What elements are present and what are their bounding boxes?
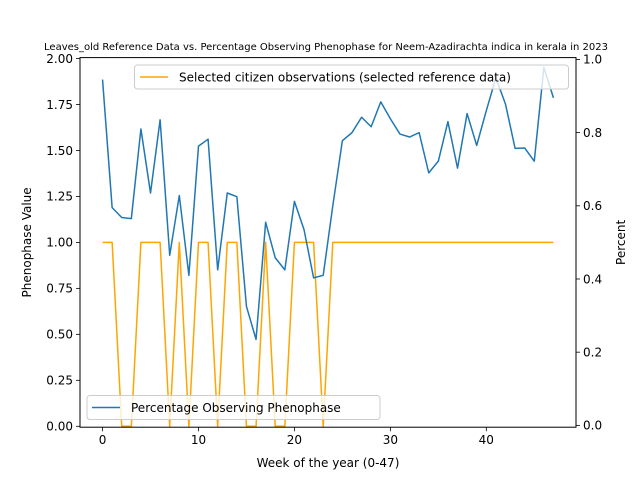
y-left-tick-label: 0.25 bbox=[46, 374, 73, 388]
x-axis-label: Week of the year (0-47) bbox=[257, 456, 400, 470]
series-line-1 bbox=[101, 66, 555, 341]
x-tick-label: 10 bbox=[191, 433, 206, 447]
x-tick-label: 0 bbox=[99, 433, 107, 447]
legend-orange-label: Selected citizen observations (selected … bbox=[179, 71, 511, 85]
x-axis-ticks: 0 10 20 30 40 bbox=[99, 427, 494, 447]
legend-blue-label: Percentage Observing Phenophase bbox=[131, 401, 341, 415]
y-left-tick-label: 1.00 bbox=[46, 236, 73, 250]
y-right-tick-label: 0.8 bbox=[583, 126, 602, 140]
y-right-tick-label: 0.6 bbox=[583, 199, 602, 213]
chart-title: Leaves_old Reference Data vs. Percentage… bbox=[44, 42, 608, 53]
plot-lines bbox=[101, 66, 555, 428]
x-tick-label: 40 bbox=[479, 433, 494, 447]
series-line-0 bbox=[102, 241, 554, 428]
y-right-tick-label: 1.0 bbox=[583, 53, 602, 67]
x-tick-label: 30 bbox=[383, 433, 398, 447]
y-right-tick-label: 0.2 bbox=[583, 345, 602, 359]
y-left-tick-label: 0.00 bbox=[46, 420, 73, 434]
y-left-tick-label: 1.75 bbox=[46, 98, 73, 112]
y-right-tick-label: 0.4 bbox=[583, 272, 602, 286]
y-left-tick-label: 1.50 bbox=[46, 144, 73, 158]
x-tick-label: 20 bbox=[287, 433, 302, 447]
y-left-tick-label: 1.25 bbox=[46, 190, 73, 204]
y-right-tick-label: 0.0 bbox=[583, 419, 602, 433]
y-right-axis-label: Percent bbox=[614, 220, 628, 265]
legend-bottom: Percentage Observing Phenophase bbox=[86, 395, 381, 420]
legend-bottom-box bbox=[86, 395, 381, 420]
legend-top: Selected citizen observations (selected … bbox=[134, 64, 569, 90]
legend-top-box bbox=[134, 64, 569, 90]
y-left-tick-label: 2.00 bbox=[46, 52, 73, 66]
y-left-tick-label: 0.75 bbox=[46, 282, 73, 296]
y-right-axis-ticks: 0.0 0.2 0.4 0.6 0.8 1.0 bbox=[576, 53, 602, 433]
y-left-axis-label: Phenophase Value bbox=[20, 187, 34, 297]
y-left-axis-ticks: 0.00 0.25 0.50 0.75 1.00 1.25 1.50 1.75 2.00 bbox=[46, 52, 80, 434]
y-left-tick-label: 0.50 bbox=[46, 328, 73, 342]
